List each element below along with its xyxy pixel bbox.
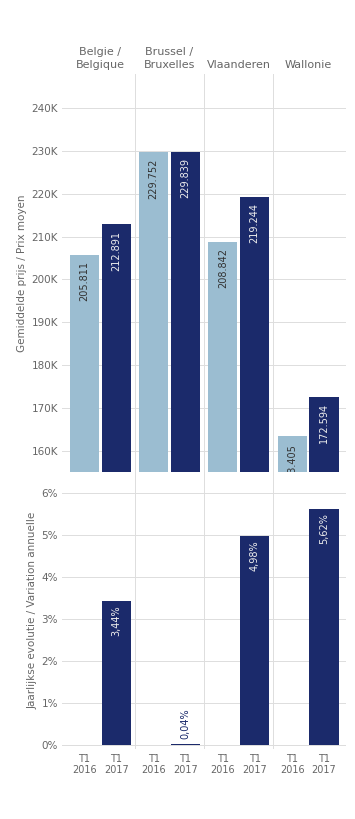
Text: 205.811: 205.811	[79, 261, 89, 301]
Bar	[278, 437, 307, 819]
Text: 4,98%: 4,98%	[250, 541, 260, 571]
Bar	[240, 197, 269, 819]
Text: 3,44%: 3,44%	[111, 605, 121, 636]
Text: 219.244: 219.244	[250, 203, 260, 243]
Text: 5,62%: 5,62%	[319, 514, 329, 545]
Text: 229.839: 229.839	[180, 158, 190, 198]
Y-axis label: Jaarlijkse evolutie / Variation annuelle: Jaarlijkse evolutie / Variation annuelle	[27, 512, 37, 709]
Bar	[70, 255, 99, 819]
Text: Wallonie: Wallonie	[284, 60, 332, 70]
Bar	[102, 601, 131, 745]
Text: 163.405: 163.405	[287, 443, 297, 482]
Y-axis label: Gemiddelde prijs / Prix moyen: Gemiddelde prijs / Prix moyen	[17, 194, 27, 352]
Bar	[310, 509, 339, 745]
Bar	[208, 242, 237, 819]
Bar	[171, 152, 200, 819]
Text: 0,04%: 0,04%	[180, 708, 190, 740]
Bar	[102, 224, 131, 819]
Bar	[139, 152, 168, 819]
Text: 229.752: 229.752	[148, 158, 159, 199]
Bar	[310, 397, 339, 819]
Text: 208.842: 208.842	[218, 248, 228, 288]
Bar	[171, 744, 200, 745]
Text: Brussel /
Bruxelles: Brussel / Bruxelles	[144, 48, 195, 70]
Text: Belgie /
Belgique: Belgie / Belgique	[76, 48, 125, 70]
Bar	[240, 536, 269, 745]
Text: 172.594: 172.594	[319, 404, 329, 444]
Text: Vlaanderen: Vlaanderen	[207, 60, 271, 70]
Text: 212.891: 212.891	[111, 231, 121, 270]
